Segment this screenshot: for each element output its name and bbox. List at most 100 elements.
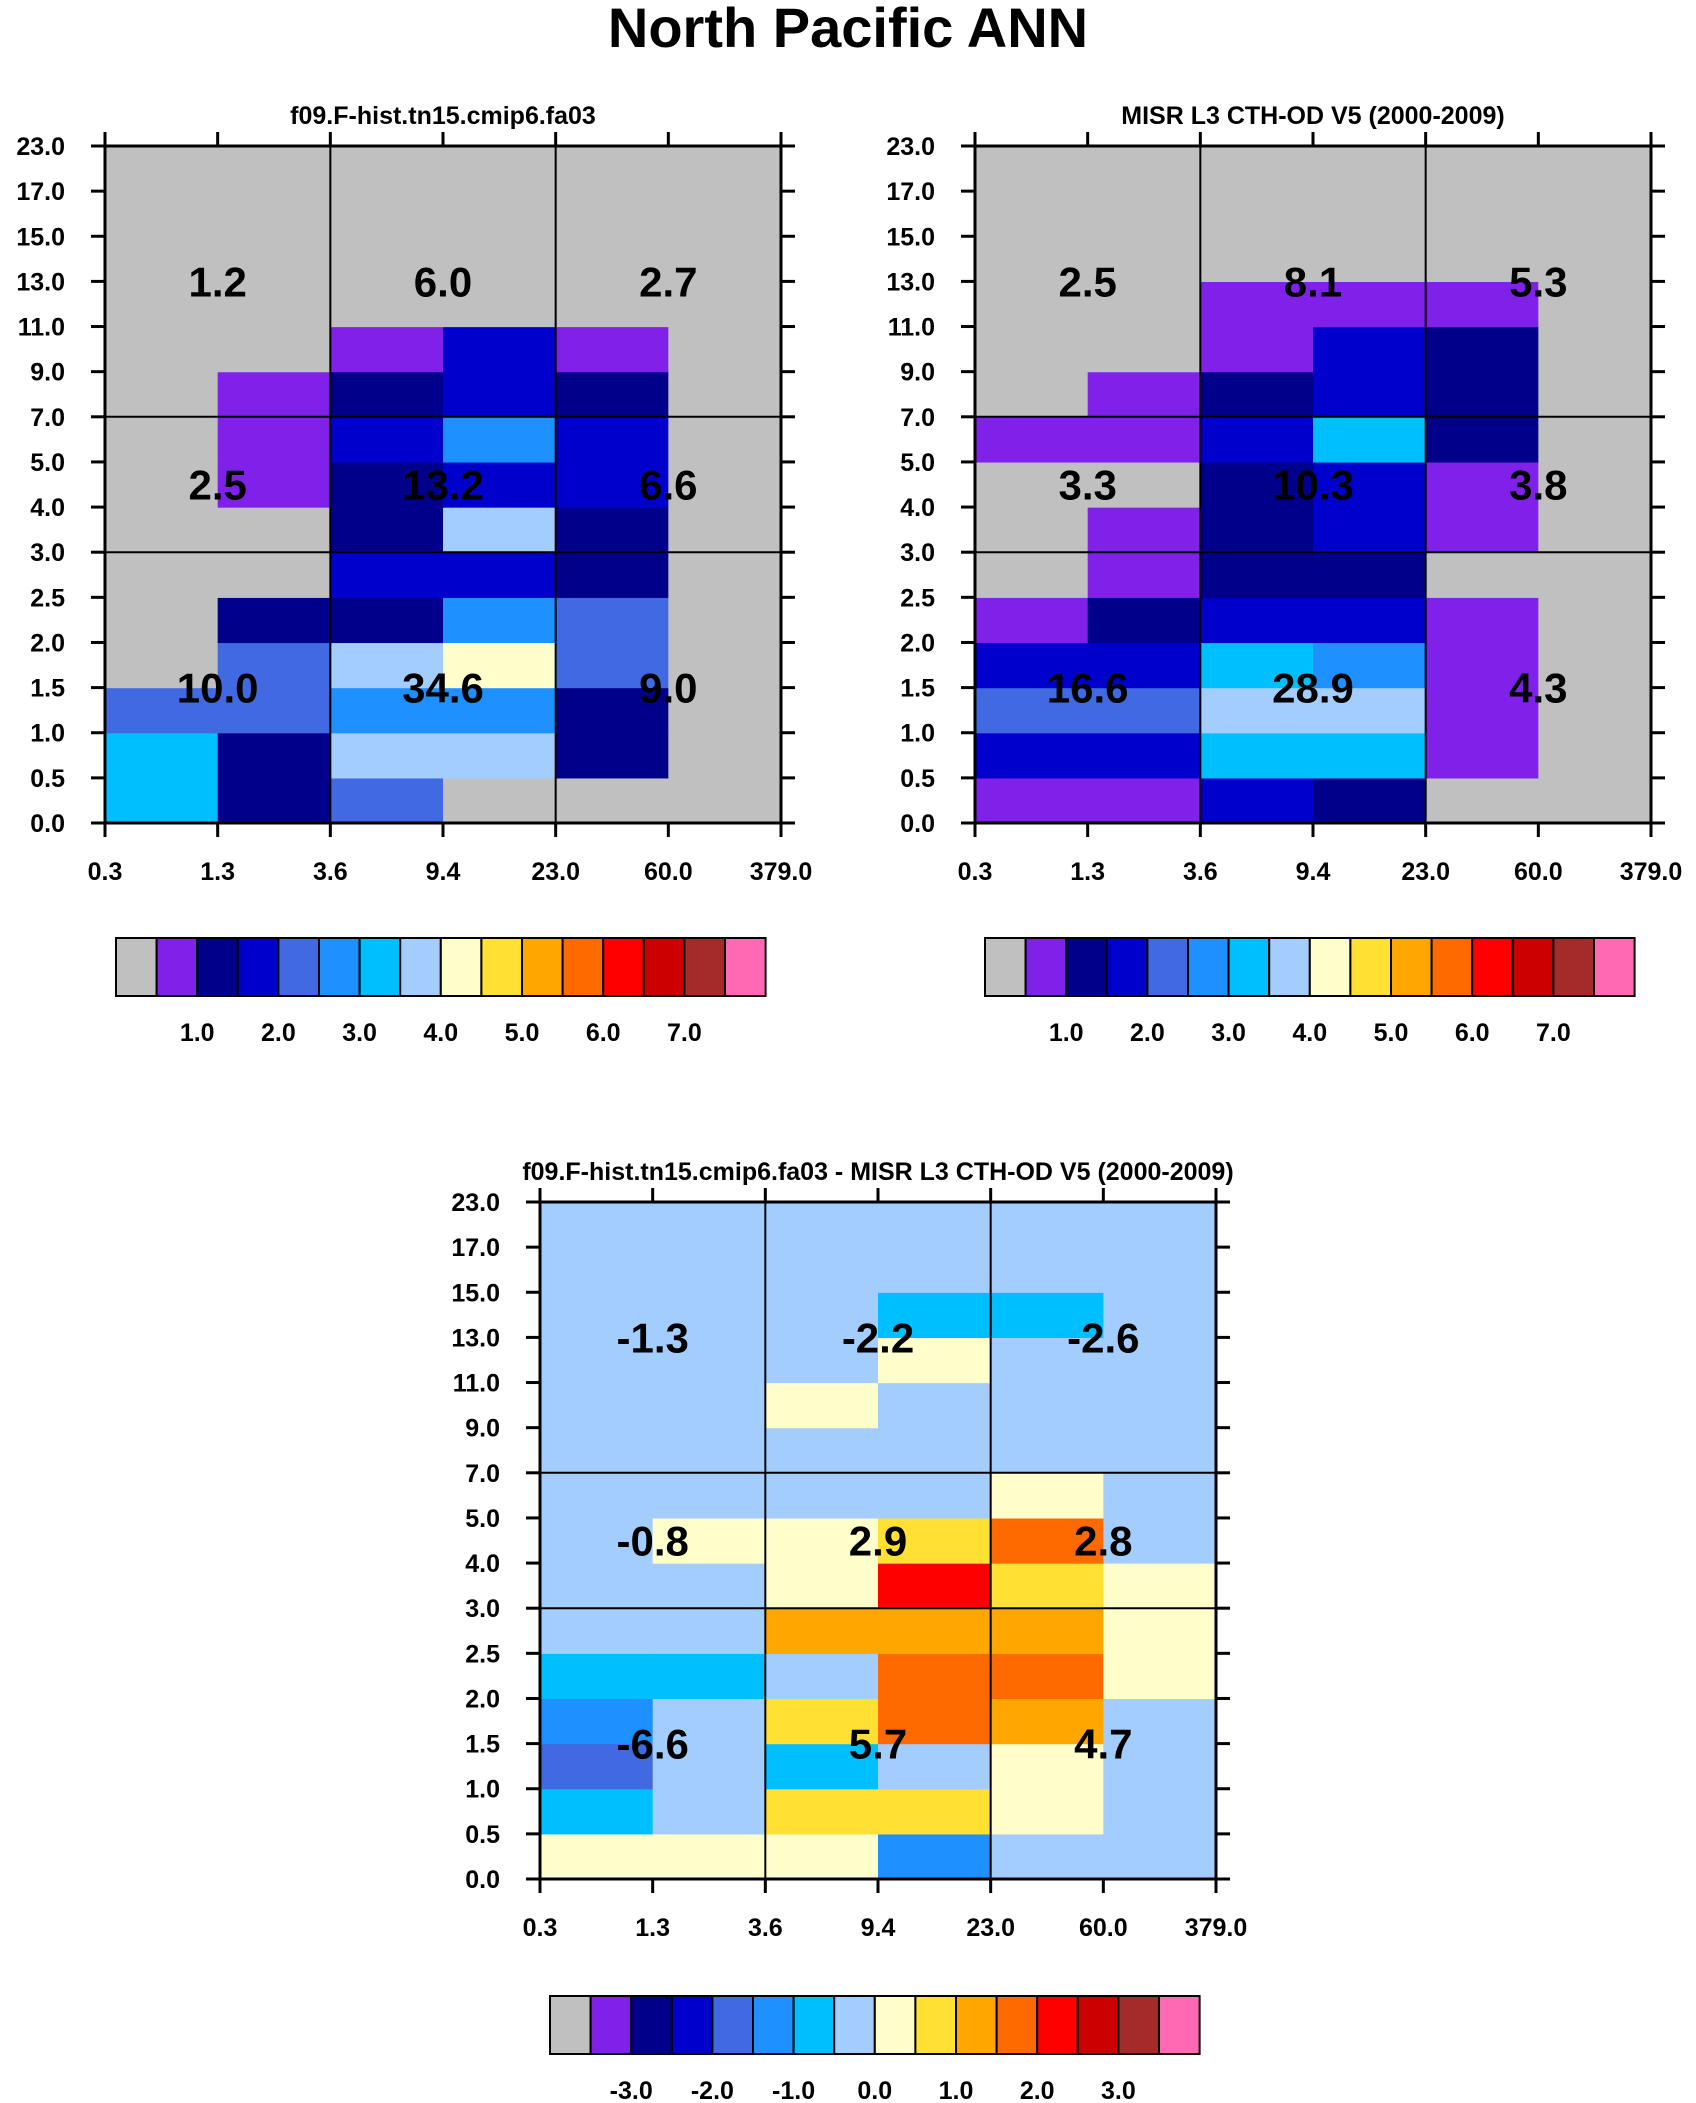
heatmap-cell: [1200, 191, 1314, 237]
heatmap-cell: [540, 1743, 654, 1790]
heatmap-cell: [330, 597, 444, 644]
heatmap-cell: [765, 1743, 879, 1790]
heatmap-cell: [1200, 326, 1314, 373]
heatmap-cell: [1200, 597, 1314, 644]
heatmap-cell: [105, 236, 219, 282]
colorbar-box: [277, 937, 320, 997]
heatmap-cell: [1087, 687, 1201, 734]
heatmap-cell: [668, 597, 782, 644]
colorbar-box: [1349, 937, 1393, 997]
heatmap-cell: [765, 1427, 879, 1474]
heatmap-cell: [1425, 597, 1539, 644]
y-tick-label: 15.0: [16, 223, 65, 251]
x-tick-label: 379.0: [1185, 1914, 1248, 1942]
heatmap-cell: [878, 1698, 992, 1745]
heatmap-cell: [975, 461, 1089, 508]
heatmap-cell: [1538, 326, 1652, 373]
colorbar-box: [1065, 937, 1108, 997]
heatmap-cell: [443, 777, 557, 824]
colorbar-box: [1105, 937, 1149, 997]
heatmap-cell: [1200, 732, 1314, 779]
heatmap-cell: [1538, 777, 1652, 824]
panel-title: f09.F-hist.tn15.cmip6.fa03: [290, 102, 596, 130]
heatmap-cell: [1103, 1382, 1217, 1429]
heatmap-cell: [105, 281, 219, 328]
heatmap-cell: [765, 1292, 879, 1338]
heatmap-cell: [668, 281, 782, 328]
heatmap-cell: [1313, 777, 1427, 824]
region-sum-label: -2.2: [842, 1314, 914, 1361]
heatmap-cell: [668, 461, 782, 508]
heatmap-cell: [668, 732, 782, 779]
y-tick-label: 17.0: [451, 1234, 500, 1262]
heatmap-cell: [330, 371, 444, 418]
heatmap-cell: [878, 1472, 992, 1519]
y-tick-label: 7.0: [465, 1460, 500, 1488]
colorbar-box: [1268, 937, 1311, 997]
heatmap-cell: [652, 1292, 766, 1338]
heatmap-cell: [105, 507, 219, 553]
heatmap-cell: [652, 1382, 766, 1429]
region-sum-label: 28.9: [1272, 665, 1354, 712]
colorbar-box: [995, 1995, 1039, 2055]
heatmap-cell: [1200, 687, 1314, 734]
colorbar-box: [833, 1995, 876, 2055]
heatmap-cell: [652, 1833, 766, 1880]
heatmap-cell: [540, 1833, 654, 1880]
colorbar-box: [1158, 1995, 1201, 2055]
heatmap-cell: [668, 326, 782, 373]
heatmap-cell: [878, 1202, 992, 1248]
colorbar-label: -2.0: [691, 2077, 734, 2103]
heatmap-cell: [1538, 732, 1652, 779]
heatmap-cell: [1313, 236, 1427, 282]
heatmap-cell: [765, 1788, 879, 1835]
heatmap-cell: [555, 507, 669, 553]
heatmap-cell: [105, 461, 219, 508]
heatmap-cell: [1538, 461, 1652, 508]
heatmap-cell: [1538, 146, 1652, 192]
colorbar-label: 1.0: [180, 1019, 215, 1047]
heatmap-cell: [1425, 191, 1539, 237]
y-tick-label: 1.5: [465, 1731, 500, 1759]
heatmap-cell: [330, 191, 444, 237]
heatmap-cell: [540, 1653, 654, 1700]
y-tick-label: 9.0: [30, 359, 65, 387]
heatmap-cell: [217, 642, 331, 689]
panel-diff: f09.F-hist.tn15.cmip6.fa03 - MISR L3 CTH…: [451, 1158, 1247, 2103]
y-tick-label: 2.0: [465, 1685, 500, 1713]
region-sum-label: 5.3: [1509, 258, 1567, 305]
heatmap-cell: [330, 642, 444, 689]
region-sum-label: 4.7: [1074, 1721, 1132, 1768]
heatmap-cell: [990, 1743, 1104, 1790]
colorbar-box: [1146, 937, 1190, 997]
heatmap-cell: [1200, 371, 1314, 418]
heatmap-cell: [765, 1833, 879, 1880]
heatmap-cell: [443, 507, 557, 553]
heatmap-cell: [555, 597, 669, 644]
heatmap-cell: [878, 1743, 992, 1790]
colorbar-box: [115, 937, 158, 997]
heatmap-cell: [540, 1247, 654, 1293]
y-tick-label: 2.5: [30, 584, 65, 612]
heatmap-cell: [1200, 281, 1314, 328]
heatmap-cell: [1087, 236, 1201, 282]
heatmap-cell: [1425, 146, 1539, 192]
heatmap-cell: [652, 1743, 766, 1790]
y-tick-label: 15.0: [451, 1279, 500, 1307]
colorbar-box: [521, 937, 564, 997]
heatmap-cell: [217, 371, 331, 418]
colorbar-box: [711, 1995, 755, 2055]
heatmap-cell: [765, 1517, 879, 1564]
y-tick-label: 3.0: [900, 539, 935, 567]
heatmap-cell: [105, 732, 219, 779]
y-tick-label: 11.0: [888, 314, 935, 342]
heatmap-cell: [652, 1563, 766, 1609]
colorbar-box: [1024, 937, 1068, 997]
y-tick-label: 5.0: [30, 449, 65, 477]
heatmap-cell: [443, 642, 557, 689]
heatmap-cell: [1538, 507, 1652, 553]
heatmap-cell: [540, 1337, 654, 1384]
region-sum-label: 10.3: [1272, 462, 1354, 509]
region-sum-label: 3.8: [1509, 462, 1567, 509]
heatmap-cell: [555, 236, 669, 282]
